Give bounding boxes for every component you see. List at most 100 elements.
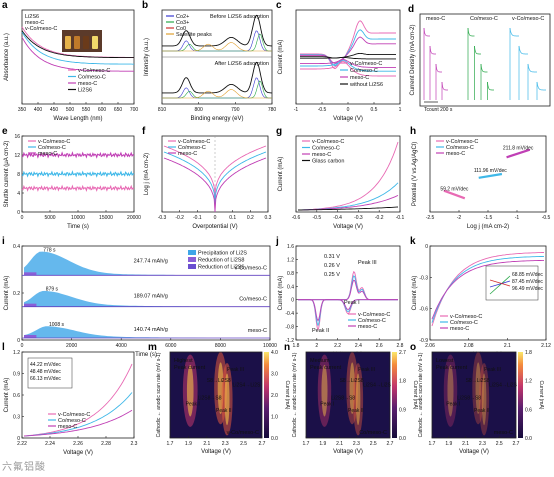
series-label: Co/meso-C (470, 16, 498, 22)
legend-entry: meso-C (25, 20, 44, 26)
x-tick-label: 8000 (215, 343, 226, 349)
y-axis-label: Absorbance (a.u.) (4, 33, 10, 81)
vial (83, 36, 89, 49)
tafel-curve (163, 157, 267, 213)
legend-entry: meso-C (446, 151, 465, 157)
x-tick-label: 10000 (71, 215, 85, 221)
y-axis-label: Current Density (mA cm-2) (410, 24, 416, 95)
chrono-decay (423, 27, 430, 37)
x-tick-label: 1.7 (429, 441, 436, 447)
x-tick-label: -2 (457, 215, 462, 221)
x-tick-label: 15000 (99, 215, 113, 221)
peak-label: Peak III (358, 367, 375, 373)
panel-letter: e (2, 126, 8, 137)
peak-core (321, 364, 328, 417)
x-tick-label: -0.1 (193, 215, 202, 221)
cv-cathodic (298, 299, 398, 322)
y-tick-label: 0 (17, 436, 20, 442)
chrono-decay (474, 45, 481, 55)
legend-entry: Co2+ (176, 14, 189, 20)
x-tick-label: 10000 (263, 343, 277, 349)
row-sample-label: v-Co/meso-C (235, 265, 267, 271)
legend-entry: meso-C (78, 81, 97, 87)
cv-lower (300, 54, 396, 68)
x-axis-label: Wave Length (nm) (53, 116, 102, 122)
legend-entry: meso-C (350, 75, 369, 81)
species-label: Li2S4→Li2S (233, 382, 261, 388)
x-tick-label: 2.4 (355, 343, 362, 349)
panel-letter: c (276, 0, 282, 11)
plot-frame (431, 351, 517, 439)
vial (92, 36, 98, 49)
peak-label: Peak III (227, 367, 244, 373)
y-axis-label: Shuttle current (μA cm-2) (4, 141, 10, 208)
x-tick-label: 1.9 (319, 441, 326, 447)
legend-entry: meso-C (312, 152, 331, 158)
y-tick-label: 4 (17, 191, 20, 197)
x-tick-label: 2.3 (353, 441, 360, 447)
panel-d: d Current Density (mA cm-2) meso-C Co/meso-… (408, 4, 551, 113)
x-tick-label: 1.7 (167, 441, 174, 447)
inset-fit (489, 275, 511, 295)
y-tick-label: 1.2 (13, 350, 20, 356)
legend-entry: Co/meso-C (450, 320, 478, 326)
x-tick-label: 0 (347, 107, 350, 113)
legend-entry: meso-C (58, 424, 77, 430)
series-label: v-Co/meso-C (512, 16, 544, 22)
peak-label: Peak III (358, 260, 377, 266)
y-tick-label: 0.6 (13, 393, 20, 399)
peak-core (349, 362, 355, 414)
note-label: Medium (310, 358, 330, 364)
watermark: 六氟铝酸 (2, 462, 46, 473)
x-tick-label: 2.28 (101, 441, 111, 447)
panel-letter: o (410, 342, 416, 353)
inset-fit (489, 279, 511, 287)
x-tick-label: 810 (158, 107, 167, 113)
sample-label: meso-C (494, 430, 513, 436)
peak-label: Peak II (312, 328, 330, 334)
legend-entry: Li2S6 (25, 14, 39, 20)
panel-letter: g (276, 126, 282, 137)
x-tick-label: 400 (34, 107, 43, 113)
legend-entry: meso-C (178, 151, 197, 157)
species-label: Li2S8→S8 (198, 395, 222, 401)
colorbar (518, 352, 523, 438)
legend-entry: Co0 (176, 26, 186, 32)
colorbar-label: Current (mA) (538, 381, 544, 410)
y-axis-label: Current (mA) (4, 378, 10, 413)
colorbar-tick: 1.0 (271, 415, 278, 421)
x-tick-label: 2.1 (336, 441, 343, 447)
x-tick-label: -2.5 (426, 215, 435, 221)
colorbar-tick: 1.8 (525, 350, 532, 356)
chrono-decay (441, 81, 448, 91)
delta-v-label: 0.31 V (324, 254, 340, 260)
inset-slope-label: 96.49 mV/dec (512, 286, 543, 292)
x-axis-label: Log j (mA cm-2) (467, 224, 509, 230)
colorbar-tick: 0.0 (399, 436, 406, 442)
x-tick-label: 2.26 (73, 441, 83, 447)
species-label: S8→Li2S8 (207, 378, 231, 384)
panel-j: jVoltage (V)Current (mA)1.822.22.42.62.8… (275, 236, 404, 358)
series-Li2S6 (21, 30, 134, 59)
reduction-li2s8-area (24, 335, 37, 338)
series-meso-C (21, 37, 135, 72)
x-tick-label: 2.3 (479, 441, 486, 447)
panel-k: kVoltage (V)Current (mA)2.062.082.12.12-… (410, 236, 551, 358)
peak-band (472, 352, 485, 425)
cv-upper (300, 36, 396, 65)
y-axis-label: Potential (V vs.Ag/AgCl) (412, 142, 418, 206)
x-tick-label: 0.3 (265, 215, 272, 221)
x-tick-label: 2.7 (259, 441, 266, 447)
precipitation-area (24, 326, 213, 338)
y-tick-label: -0.4 (285, 311, 294, 317)
legend-entry: Reduction of Li2S8 (198, 258, 244, 264)
x-tick-label: 20000 (127, 215, 141, 221)
legend-entry: v-Co/meso-C (178, 139, 210, 145)
xps-envelope (162, 14, 272, 47)
x-axis-label: Voltage (V) (459, 449, 489, 455)
peak-core (475, 362, 481, 414)
colorbar-tick: 2.0 (271, 393, 278, 399)
y-tick-label: 0.8 (287, 271, 294, 277)
cv-upper (300, 52, 396, 59)
